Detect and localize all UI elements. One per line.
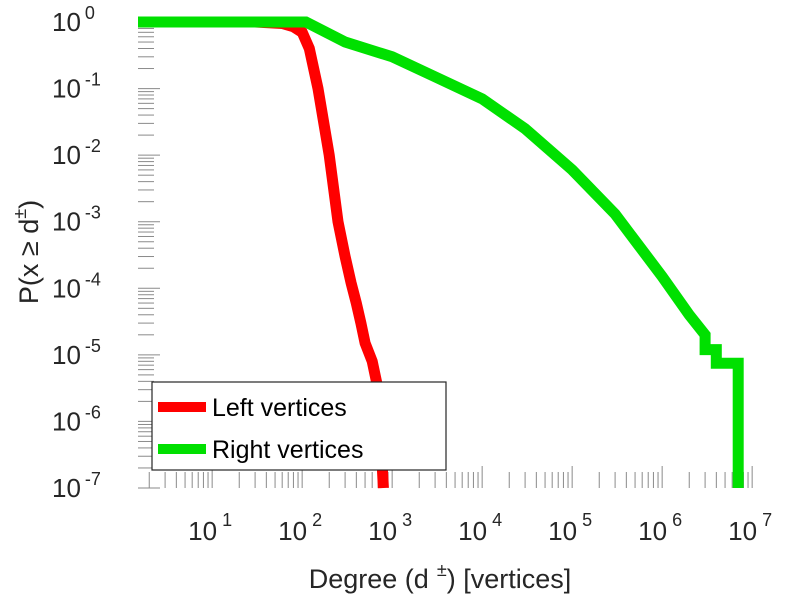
- y-tick-label: 10 -6: [52, 402, 101, 436]
- y-tick-label: 10 -4: [52, 269, 101, 303]
- y-tick-label: 10 -2: [52, 136, 101, 170]
- y-tick-label: 10 0: [52, 3, 95, 37]
- series-layer: [138, 16, 744, 489]
- legend-label-left: Left vertices: [212, 394, 347, 422]
- y-tick-label: 10 -3: [52, 203, 101, 237]
- legend: Left vertices Right vertices: [151, 381, 447, 471]
- y-tick-label: 10 -5: [52, 336, 101, 370]
- x-tick-label: 10 6: [638, 510, 682, 546]
- x-tick-label: 10 1: [188, 510, 232, 546]
- tick-labels-layer: 10 0 10 -1 10 -2 10 -3 10 -4 10 -5 10 -6 10 -7 10 1 10 2 10 3…: [52, 3, 772, 546]
- x-tick-label: 10 7: [728, 510, 772, 546]
- y-axis-title: P(x ≥ d±): [10, 200, 44, 304]
- x-axis-title: Degree (d ±) [vertices]: [309, 560, 572, 594]
- y-tick-label: 10 -1: [52, 70, 101, 104]
- x-tick-label: 10 5: [548, 510, 592, 546]
- legend-label-right: Right vertices: [212, 436, 363, 464]
- x-tick-label: 10 4: [458, 510, 502, 546]
- x-tick-label: 10 3: [368, 510, 412, 546]
- legend-box: [151, 381, 447, 471]
- y-tick-label: 10 -7: [52, 469, 101, 503]
- x-tick-label: 10 2: [278, 510, 322, 546]
- series-line-right-vertices: [138, 16, 744, 488]
